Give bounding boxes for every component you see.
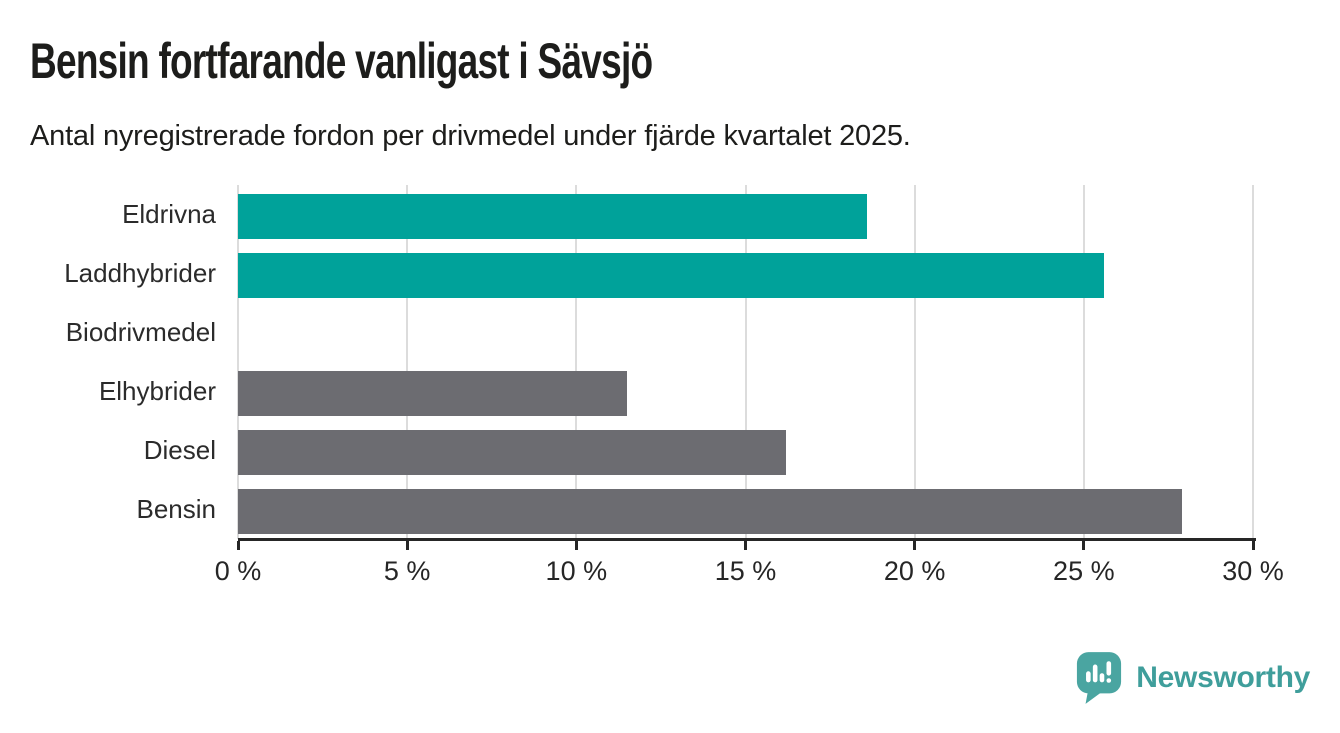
bar-row: Biodrivmedel xyxy=(66,303,1253,362)
logo-wordmark: Newsworthy xyxy=(1136,661,1310,694)
x-tick xyxy=(913,541,917,550)
x-tick xyxy=(236,541,240,550)
x-gridline xyxy=(575,185,578,539)
bar-row: Eldrivna xyxy=(122,185,1253,244)
bar-elhybrider xyxy=(238,371,628,416)
category-label: Bensin xyxy=(136,494,217,524)
x-gridline xyxy=(744,185,747,539)
x-tick xyxy=(1251,541,1255,550)
bar-laddhybrider xyxy=(238,253,1105,298)
x-gridline xyxy=(1082,185,1085,539)
x-tick-label: 25 % xyxy=(1053,556,1115,586)
x-tick-label: 20 % xyxy=(883,556,946,586)
x-tick-label: 10 % xyxy=(545,556,608,586)
bar-diesel xyxy=(238,430,787,475)
bar-row: Laddhybrider xyxy=(64,244,1253,303)
category-label: Diesel xyxy=(143,435,216,465)
x-tick xyxy=(1082,541,1086,550)
chart-subtitle: Antal nyregistrerade fordon per drivmede… xyxy=(30,120,911,152)
x-tick xyxy=(405,541,409,550)
chart-title: Bensin fortfarande vanligast i Sävsjö xyxy=(30,33,653,89)
bar-eldrivna xyxy=(238,194,868,239)
bar-row: Bensin xyxy=(137,480,1253,539)
x-tick xyxy=(574,541,578,550)
bar-bensin xyxy=(238,489,1182,534)
plot-area: Eldrivna Laddhybrider Biodrivmedel Elhybrid… xyxy=(64,185,1284,586)
newsworthy-speech-bubble-bar-chart-icon xyxy=(1075,650,1123,706)
newsworthy-logo[interactable]: Newsworthy xyxy=(1075,650,1310,706)
x-gridline xyxy=(913,185,916,539)
x-tick xyxy=(744,541,747,550)
x-gridline xyxy=(406,185,409,539)
x-tick-label: 15 % xyxy=(714,556,777,586)
bar-row: Elhybrider xyxy=(99,362,1253,421)
category-label: Eldrivna xyxy=(122,199,216,229)
x-axis-line xyxy=(238,538,1256,541)
category-label: Elhybrider xyxy=(98,376,216,406)
category-label: Biodrivmedel xyxy=(65,317,216,347)
category-label: Laddhybrider xyxy=(64,258,216,288)
x-tick-label: 30 % xyxy=(1222,556,1284,586)
x-tick-label: 0 % xyxy=(214,556,262,586)
x-gridline xyxy=(237,185,239,539)
x-tick-label: 5 % xyxy=(383,556,431,586)
x-gridline xyxy=(1252,185,1254,539)
bar-row: Diesel xyxy=(144,421,1253,480)
